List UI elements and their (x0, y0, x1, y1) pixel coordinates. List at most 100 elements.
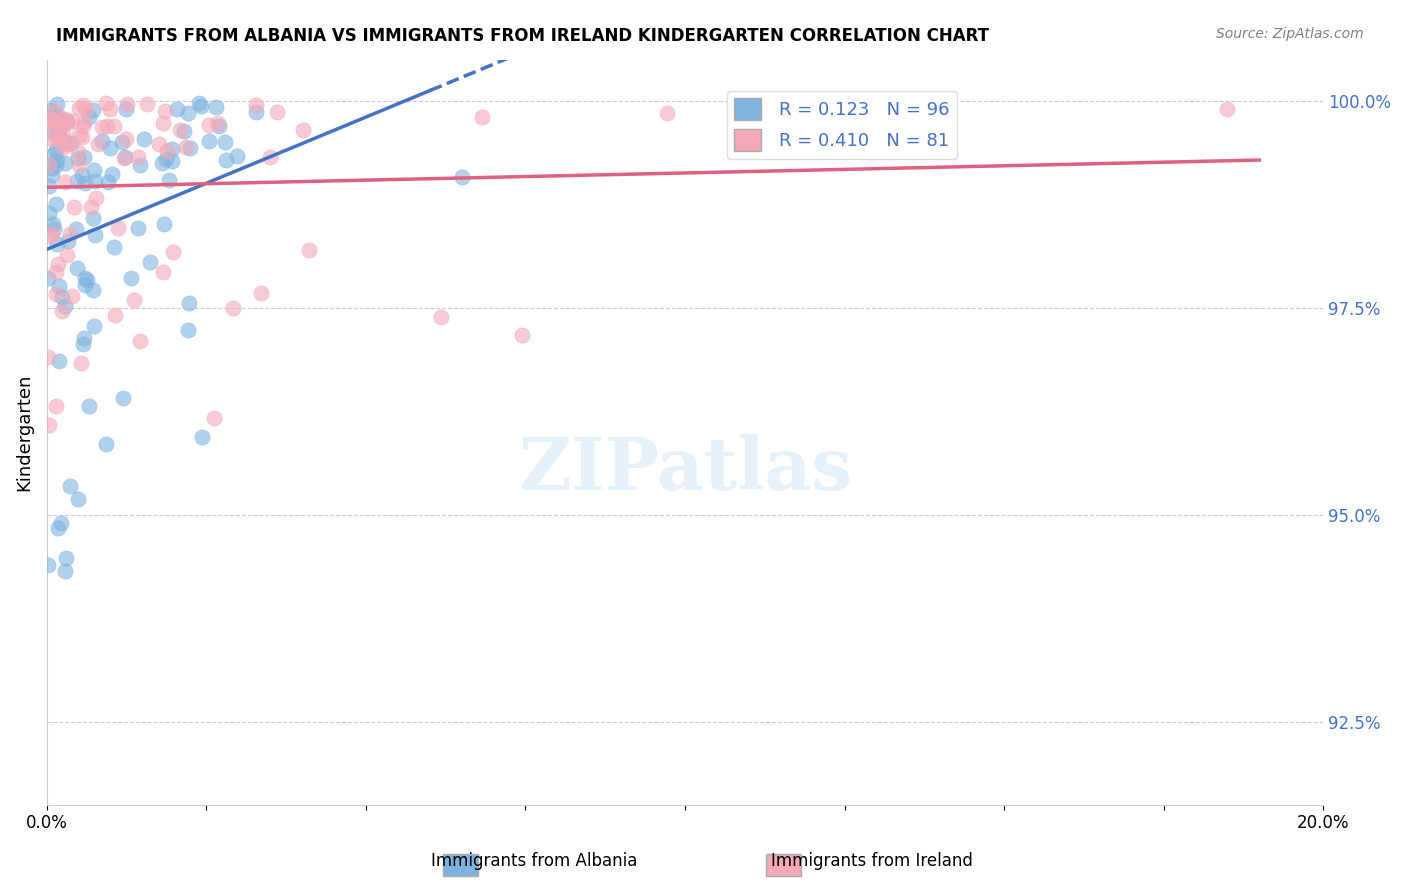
Immigrants from Ireland (49, 112, 72, 127)
Immigrants from Albania (129, 158, 152, 172)
Immigrants from Ireland (104, 308, 127, 322)
Immigrants from Albania (159, 172, 181, 186)
Immigrants from Ireland (44, 104, 66, 119)
Immigrants from Albania (46, 521, 69, 535)
Immigrants from Albania (39, 158, 62, 172)
Immigrants from Albania (45, 197, 67, 211)
Immigrants from Albania (214, 135, 236, 149)
Immigrants from Ireland (51, 304, 73, 318)
Immigrants from Ireland (39, 119, 62, 133)
Immigrants from Albania (177, 323, 200, 337)
Immigrants from Ireland (148, 137, 170, 152)
Immigrants from Ireland (56, 116, 79, 130)
Immigrants from Albania (94, 437, 117, 451)
Immigrants from Albania (82, 211, 104, 225)
Immigrants from Albania (38, 124, 60, 138)
Immigrants from Ireland (63, 200, 86, 214)
Immigrants from Albania (160, 153, 183, 168)
Immigrants from Ireland (41, 132, 63, 146)
Immigrants from Albania (190, 99, 212, 113)
Immigrants from Ireland (107, 221, 129, 235)
Immigrants from Ireland (122, 293, 145, 307)
Immigrants from Ireland (127, 150, 149, 164)
Immigrants from Albania (70, 168, 93, 182)
Immigrants from Ireland (60, 288, 83, 302)
Immigrants from Ireland (60, 114, 83, 128)
Immigrants from Albania (44, 110, 66, 124)
Immigrants from Ireland (1216, 103, 1239, 117)
Immigrants from Albania (83, 174, 105, 188)
Immigrants from Ireland (45, 130, 67, 145)
Immigrants from Ireland (135, 97, 157, 112)
Immigrants from Albania (44, 222, 66, 236)
Immigrants from Albania (160, 142, 183, 156)
Immigrants from Albania (127, 220, 149, 235)
Immigrants from Albania (66, 491, 89, 506)
Immigrants from Ireland (98, 102, 121, 116)
Immigrants from Ireland (84, 191, 107, 205)
Immigrants from Albania (51, 290, 73, 304)
Immigrants from Ireland (52, 140, 75, 154)
Immigrants from Albania (42, 146, 65, 161)
Immigrants from Ireland (298, 243, 321, 257)
Immigrants from Ireland (67, 128, 90, 142)
Text: Immigrants from Albania: Immigrants from Albania (432, 852, 637, 870)
Immigrants from Ireland (37, 351, 59, 365)
Immigrants from Ireland (471, 110, 494, 124)
Immigrants from Albania (226, 149, 249, 163)
Immigrants from Ireland (59, 227, 82, 241)
Immigrants from Albania (37, 271, 59, 285)
Immigrants from Ireland (222, 301, 245, 316)
Immigrants from Albania (82, 283, 104, 297)
Text: ZIPatlas: ZIPatlas (517, 434, 852, 505)
Immigrants from Albania (46, 126, 69, 140)
Immigrants from Ireland (38, 112, 60, 127)
Immigrants from Albania (51, 516, 73, 530)
Immigrants from Ireland (73, 115, 96, 129)
Immigrants from Ireland (250, 286, 273, 301)
Immigrants from Albania (77, 400, 100, 414)
Immigrants from Ireland (114, 132, 136, 146)
Immigrants from Albania (72, 336, 94, 351)
Immigrants from Albania (73, 151, 96, 165)
Immigrants from Ireland (198, 118, 221, 132)
Immigrants from Albania (56, 114, 79, 128)
Immigrants from Albania (41, 161, 63, 176)
Immigrants from Albania (42, 217, 65, 231)
Immigrants from Albania (114, 150, 136, 164)
Immigrants from Albania (153, 218, 176, 232)
Legend: R = 0.123   N = 96, R = 0.410   N = 81: R = 0.123 N = 96, R = 0.410 N = 81 (727, 91, 956, 159)
Immigrants from Albania (91, 135, 114, 149)
Immigrants from Albania (65, 222, 87, 236)
Immigrants from Albania (132, 132, 155, 146)
Immigrants from Ireland (53, 112, 76, 127)
Immigrants from Albania (208, 119, 231, 133)
Immigrants from Ireland (156, 145, 179, 159)
Immigrants from Albania (173, 124, 195, 138)
Immigrants from Albania (55, 550, 77, 565)
Immigrants from Albania (65, 174, 87, 188)
Immigrants from Ireland (112, 151, 135, 165)
Immigrants from Ireland (96, 119, 118, 133)
Immigrants from Albania (76, 273, 98, 287)
Immigrants from Albania (197, 134, 219, 148)
Immigrants from Ireland (291, 123, 314, 137)
Immigrants from Ireland (655, 105, 678, 120)
Immigrants from Albania (98, 141, 121, 155)
Immigrants from Ireland (79, 200, 101, 214)
Immigrants from Albania (48, 279, 70, 293)
Immigrants from Ireland (96, 95, 118, 110)
Immigrants from Ireland (46, 257, 69, 271)
Immigrants from Albania (112, 391, 135, 405)
Immigrants from Albania (41, 168, 63, 182)
Immigrants from Ireland (72, 119, 94, 133)
Immigrants from Ireland (259, 150, 281, 164)
Immigrants from Albania (114, 102, 136, 116)
Immigrants from Albania (187, 96, 209, 111)
Immigrants from Ireland (45, 265, 67, 279)
Immigrants from Ireland (202, 411, 225, 425)
Immigrants from Albania (82, 103, 104, 117)
Immigrants from Albania (48, 354, 70, 368)
Immigrants from Albania (155, 152, 177, 166)
Text: Immigrants from Ireland: Immigrants from Ireland (770, 852, 973, 870)
